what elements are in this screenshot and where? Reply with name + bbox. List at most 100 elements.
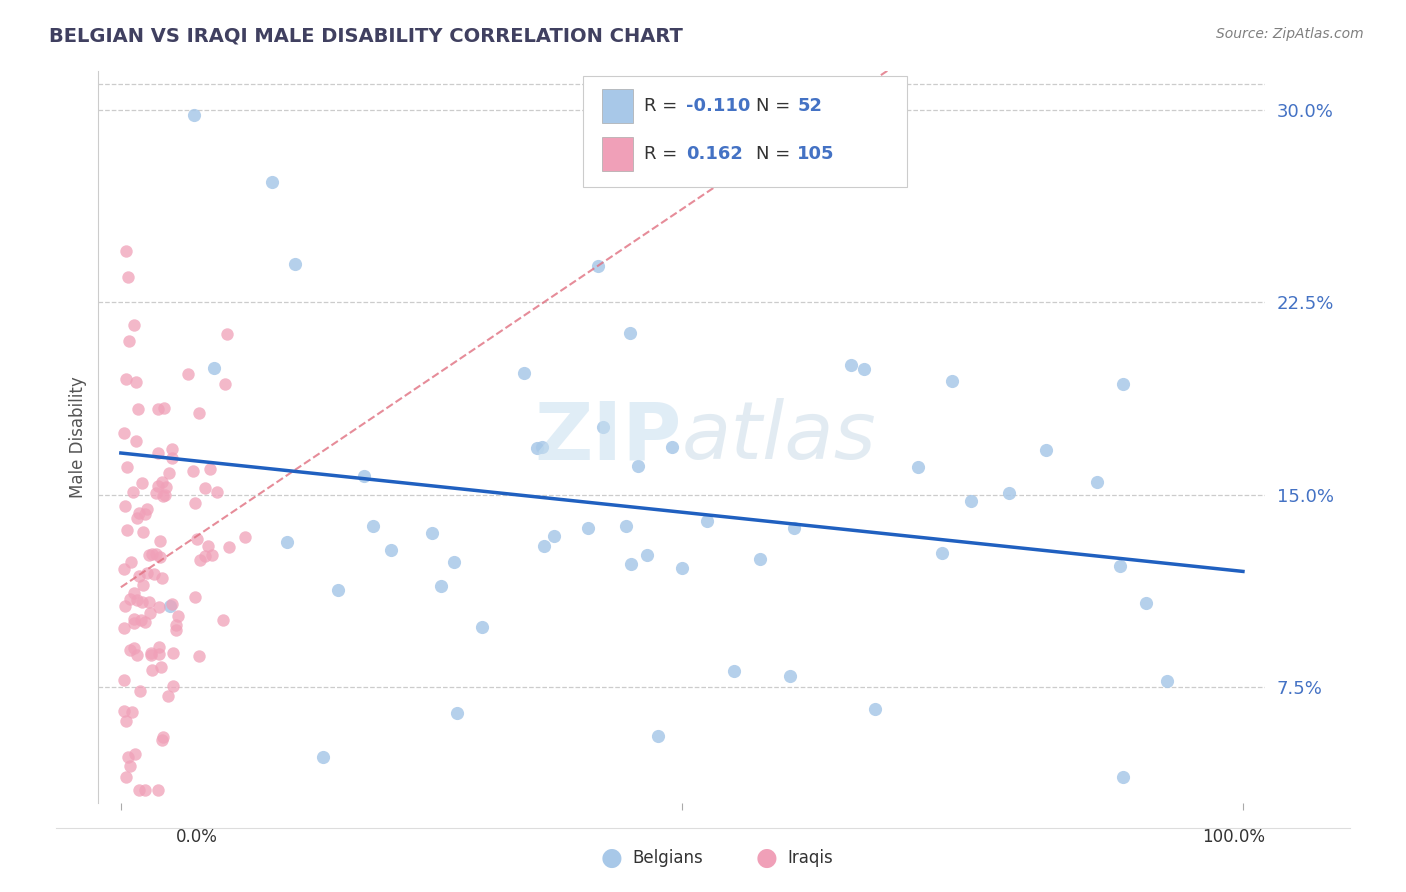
Point	[159, 599, 181, 613]
Point	[139, 606, 162, 620]
Point	[131, 524, 153, 539]
Point	[115, 770, 138, 784]
Point	[141, 663, 163, 677]
Point	[150, 733, 173, 747]
Point	[131, 475, 153, 490]
Point	[1156, 673, 1178, 688]
Point	[588, 259, 610, 273]
Point	[138, 595, 160, 609]
Point	[112, 562, 135, 576]
Point	[115, 523, 138, 537]
Point	[120, 591, 142, 606]
Point	[783, 521, 806, 535]
Point	[779, 669, 801, 683]
Text: 105: 105	[797, 145, 835, 163]
Point	[125, 593, 148, 607]
Text: BELGIAN VS IRAQI MALE DISABILITY CORRELATION CHART: BELGIAN VS IRAQI MALE DISABILITY CORRELA…	[49, 27, 683, 45]
Point	[353, 468, 375, 483]
Point	[183, 463, 205, 477]
Point	[127, 402, 149, 417]
Point	[148, 599, 170, 614]
Point	[202, 360, 225, 375]
Point	[696, 514, 718, 528]
Point	[148, 648, 170, 662]
Point	[162, 450, 184, 465]
Point	[118, 334, 141, 348]
Point	[152, 489, 174, 503]
Point	[136, 566, 159, 580]
Point	[149, 533, 172, 548]
Point	[129, 684, 152, 698]
Point	[166, 608, 188, 623]
Point	[122, 612, 145, 626]
Point	[146, 402, 169, 417]
Point	[160, 442, 183, 457]
Point	[422, 526, 444, 541]
Point	[443, 555, 465, 569]
Point	[1111, 377, 1133, 392]
Point	[150, 571, 173, 585]
Point	[145, 547, 167, 561]
Point	[1135, 596, 1157, 610]
Point	[114, 499, 136, 513]
Point	[146, 446, 169, 460]
Point	[276, 535, 298, 549]
Point	[114, 599, 136, 613]
Point	[723, 665, 745, 679]
Point	[863, 702, 886, 716]
Point	[531, 440, 554, 454]
Point	[120, 556, 142, 570]
Point	[153, 401, 176, 416]
Point	[184, 591, 207, 605]
Point	[284, 257, 307, 271]
Text: N =: N =	[756, 97, 796, 115]
Point	[112, 622, 135, 636]
Point	[647, 729, 669, 743]
Point	[526, 441, 548, 455]
Point	[262, 175, 284, 189]
Point	[1035, 442, 1057, 457]
Point	[122, 616, 145, 631]
Point	[960, 493, 983, 508]
Point	[142, 567, 165, 582]
Point	[127, 648, 149, 662]
Point	[215, 326, 238, 341]
Point	[157, 467, 180, 481]
Point	[139, 646, 162, 660]
Point	[135, 502, 157, 516]
Point	[149, 550, 172, 565]
Point	[141, 547, 163, 561]
Text: R =: R =	[644, 97, 683, 115]
Text: Belgians: Belgians	[633, 849, 703, 867]
Text: ●: ●	[600, 847, 623, 870]
Point	[592, 420, 614, 434]
Point	[125, 375, 148, 389]
Point	[122, 485, 145, 500]
Text: Iraqis: Iraqis	[787, 849, 834, 867]
Text: atlas: atlas	[682, 398, 877, 476]
Point	[162, 646, 184, 660]
Point	[162, 597, 184, 611]
Point	[149, 660, 172, 674]
Point	[512, 366, 534, 380]
Point	[148, 640, 170, 654]
Point	[128, 568, 150, 582]
Point	[201, 548, 224, 562]
Text: ●: ●	[755, 847, 778, 870]
Point	[841, 358, 863, 372]
Point	[162, 679, 184, 693]
Point	[165, 618, 187, 632]
Point	[749, 552, 772, 566]
Text: 52: 52	[797, 97, 823, 115]
Point	[1108, 558, 1130, 573]
Point	[125, 511, 148, 525]
Point	[177, 367, 200, 381]
Point	[138, 548, 160, 562]
Point	[152, 731, 174, 745]
Point	[155, 480, 177, 494]
Point	[627, 459, 650, 474]
Point	[998, 485, 1021, 500]
Point	[212, 613, 235, 627]
Point	[115, 244, 138, 258]
Point	[661, 440, 683, 454]
